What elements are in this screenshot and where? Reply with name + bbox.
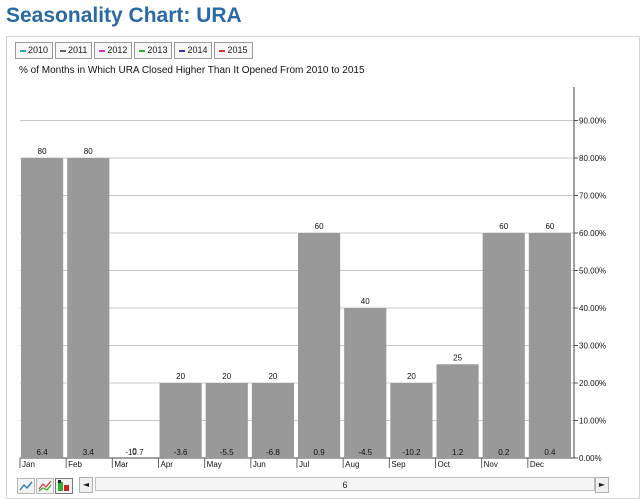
legend-swatch (99, 49, 106, 52)
legend-item-2015[interactable]: 2015 (214, 42, 253, 59)
bar-bottom-label: -5.5 (220, 448, 234, 457)
line-chart-icon[interactable] (17, 478, 35, 494)
bar-bottom-label: 3.4 (83, 448, 95, 457)
legend-item-2011[interactable]: 2011 (55, 42, 93, 59)
bar-Jan (21, 158, 64, 458)
bar-value-label: 60 (545, 222, 554, 231)
x-tick-label: Nov (484, 460, 498, 469)
y-tick-label: 60.00% (579, 229, 606, 238)
bar-value-label: 20 (268, 372, 277, 381)
bar-value-label: 80 (38, 147, 47, 156)
y-tick-label: 70.00% (579, 192, 606, 201)
bar-value-label: 20 (222, 372, 231, 381)
legend-label: 2010 (28, 45, 49, 55)
legend-label: 2013 (147, 45, 168, 55)
bar-bottom-label: 0.2 (498, 448, 510, 457)
bar-Feb (67, 158, 110, 458)
x-tick-label: Oct (438, 460, 451, 469)
chart-panel: 2010 2011 2012 2013 2014 2015 % of Months in … (6, 36, 640, 499)
legend-swatch (20, 49, 26, 52)
bar-value-label: 60 (315, 222, 324, 231)
bar-Dec (528, 233, 571, 458)
scroll-right-button[interactable]: ► (595, 477, 609, 493)
bar-value-label: 40 (361, 297, 370, 306)
legend-swatch (60, 49, 67, 52)
bar-bottom-label: -3.6 (174, 448, 188, 457)
bar-bottom-label: -10.7 (125, 448, 144, 457)
legend-item-2012[interactable]: 2012 (94, 42, 133, 59)
y-tick-label: 40.00% (579, 304, 606, 313)
y-tick-label: 80.00% (579, 154, 606, 163)
y-tick-label: 90.00% (579, 117, 606, 126)
bar-value-label: 0 (132, 447, 137, 456)
bar-value-label: 20 (407, 372, 416, 381)
scroll-left-button[interactable]: ◄ (79, 477, 93, 493)
bar-Sep (390, 383, 433, 458)
bar-bottom-label: -6.8 (266, 448, 280, 457)
mixed-chart-icon[interactable] (36, 478, 54, 494)
legend-swatch (219, 49, 226, 52)
y-tick-label: 20.00% (579, 379, 606, 388)
x-tick-label: Jun (253, 460, 266, 469)
bar-Oct (436, 364, 479, 458)
bar-chart-icon[interactable] (55, 478, 73, 494)
x-tick-label: Jan (22, 460, 35, 469)
scroll-track[interactable]: 6 (95, 477, 595, 491)
legend-item-2010[interactable]: 2010 (15, 42, 54, 59)
bar-bottom-label: 1.2 (452, 448, 464, 457)
year-legend: 2010 2011 2012 2013 2014 2015 (15, 42, 253, 59)
bar-Aug (344, 308, 387, 458)
page-title: Seasonality Chart: URA (6, 4, 242, 27)
x-tick-label: Apr (161, 460, 174, 469)
x-tick-label: May (207, 460, 222, 469)
bar-bottom-label: 6.4 (37, 448, 49, 457)
legend-swatch (179, 49, 186, 52)
bar-Apr (159, 383, 202, 458)
legend-label: 2014 (187, 45, 208, 55)
legend-item-2013[interactable]: 2013 (134, 42, 173, 59)
bar-value-label: 20 (176, 372, 185, 381)
x-tick-label: Mar (114, 460, 128, 469)
seasonality-bar-chart: 0.00% 10.00% 20.00% 30.00% 40.00% 50.00% 60.00… (19, 87, 606, 469)
x-tick-label: Dec (530, 460, 544, 469)
bar-Jul (298, 233, 341, 458)
bar-bottom-label: -10.2 (402, 448, 421, 457)
legend-swatch (139, 49, 146, 52)
chart-toolbar: ◄ 6 ► (7, 473, 640, 499)
bar-bottom-label: 0.4 (544, 448, 556, 457)
legend-label: 2015 (227, 45, 248, 55)
y-tick-label: 0.00% (579, 454, 602, 463)
x-tick-label: Jul (299, 460, 309, 469)
bar-value-label: 80 (84, 147, 93, 156)
bar-bottom-label: 0.9 (314, 448, 326, 457)
legend-label: 2011 (68, 45, 88, 55)
legend-item-2014[interactable]: 2014 (174, 42, 213, 59)
x-tick-label: Feb (68, 460, 82, 469)
bar-bottom-label: -4.5 (358, 448, 372, 457)
chart-subtitle: % of Months in Which URA Closed Higher T… (19, 65, 365, 76)
x-tick-label: Sep (391, 460, 406, 469)
bar-Jun (251, 383, 294, 458)
bar-Nov (482, 233, 525, 458)
bar-value-label: 60 (499, 222, 508, 231)
bar-value-label: 25 (453, 353, 462, 362)
legend-label: 2012 (107, 45, 128, 55)
bar-May (205, 383, 248, 458)
y-tick-label: 30.00% (579, 342, 606, 351)
y-tick-label: 10.00% (579, 417, 606, 426)
x-tick-label: Aug (345, 460, 359, 469)
y-tick-label: 50.00% (579, 267, 606, 276)
